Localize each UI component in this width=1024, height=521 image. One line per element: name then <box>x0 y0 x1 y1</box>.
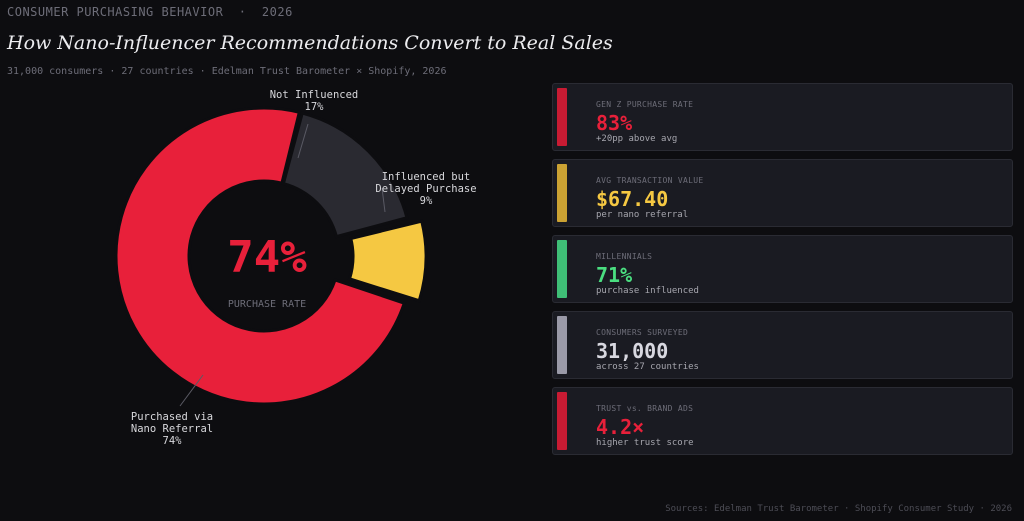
card-label: TRUST vs. BRAND ADS <box>596 404 694 413</box>
card-sub: across 27 countries <box>596 362 699 372</box>
card-accent-bar <box>557 164 567 222</box>
leader-line-influenced-but-delayed-purchase <box>381 187 386 213</box>
card-label: CONSUMERS SURVEYED <box>596 328 689 337</box>
center-value: 74% <box>227 232 307 283</box>
slice-value-label: 9% <box>420 195 433 207</box>
card-value: $67.40 <box>596 187 669 211</box>
pie-slice-purchased-via-nano-referral <box>114 106 407 406</box>
pie-slice-influenced-but-delayed-purchase <box>347 219 428 303</box>
card-value: 71% <box>596 263 633 287</box>
slice-value-label: 74% <box>163 435 183 447</box>
card-label: MILLENNIALS <box>596 252 653 261</box>
leader-line-not-influenced <box>297 123 309 159</box>
card-sub: higher trust score <box>596 438 694 448</box>
stat-card-gen-z: GEN Z PURCHASE RATE 83% +20pp above avg <box>552 83 1013 151</box>
pie-slice-not-influenced <box>281 111 409 239</box>
center-label: PURCHASE RATE <box>228 299 306 310</box>
stat-card-trust: TRUST vs. BRAND ADS 4.2× higher trust sc… <box>552 387 1013 455</box>
slice-label: Nano Referral <box>131 423 213 435</box>
card-label: GEN Z PURCHASE RATE <box>596 100 694 109</box>
card-sub: per nano referral <box>596 210 689 220</box>
card-sub: +20pp above avg <box>596 134 678 144</box>
card-accent-bar <box>557 88 567 146</box>
card-accent-bar <box>557 392 567 450</box>
card-label: AVG TRANSACTION VALUE <box>596 176 704 185</box>
leader-line-purchased-via-nano-referral <box>179 374 204 407</box>
stat-card-avg-transaction: AVG TRANSACTION VALUE $67.40 per nano re… <box>552 159 1013 227</box>
slice-label: Purchased via <box>131 411 213 423</box>
slice-label: Not Influenced <box>270 89 359 101</box>
stat-card-consumers-surveyed: CONSUMERS SURVEYED 31,000 across 27 coun… <box>552 311 1013 379</box>
slice-label: Delayed Purchase <box>375 183 476 195</box>
stat-card-millennials: MILLENNIALS 71% purchase influenced <box>552 235 1013 303</box>
card-sub: purchase influenced <box>596 286 699 296</box>
kicker: CONSUMER PURCHASING BEHAVIOR · 2026 <box>7 5 293 19</box>
card-value: 4.2× <box>596 415 645 439</box>
card-accent-bar <box>557 240 567 298</box>
card-value: 83% <box>596 111 633 135</box>
stat-cards: GEN Z PURCHASE RATE 83% +20pp above avg … <box>552 83 1013 463</box>
card-value: 31,000 <box>596 339 669 363</box>
page-subtitle: 31,000 consumers · 27 countries · Edelma… <box>7 66 447 77</box>
slice-label: Influenced but <box>382 171 471 183</box>
sources-footer: Sources: Edelman Trust Barometer · Shopi… <box>665 504 1012 514</box>
card-accent-bar <box>557 316 567 374</box>
slice-value-label: 17% <box>305 101 325 113</box>
page-title: How Nano-Influencer Recommendations Conv… <box>7 32 613 54</box>
